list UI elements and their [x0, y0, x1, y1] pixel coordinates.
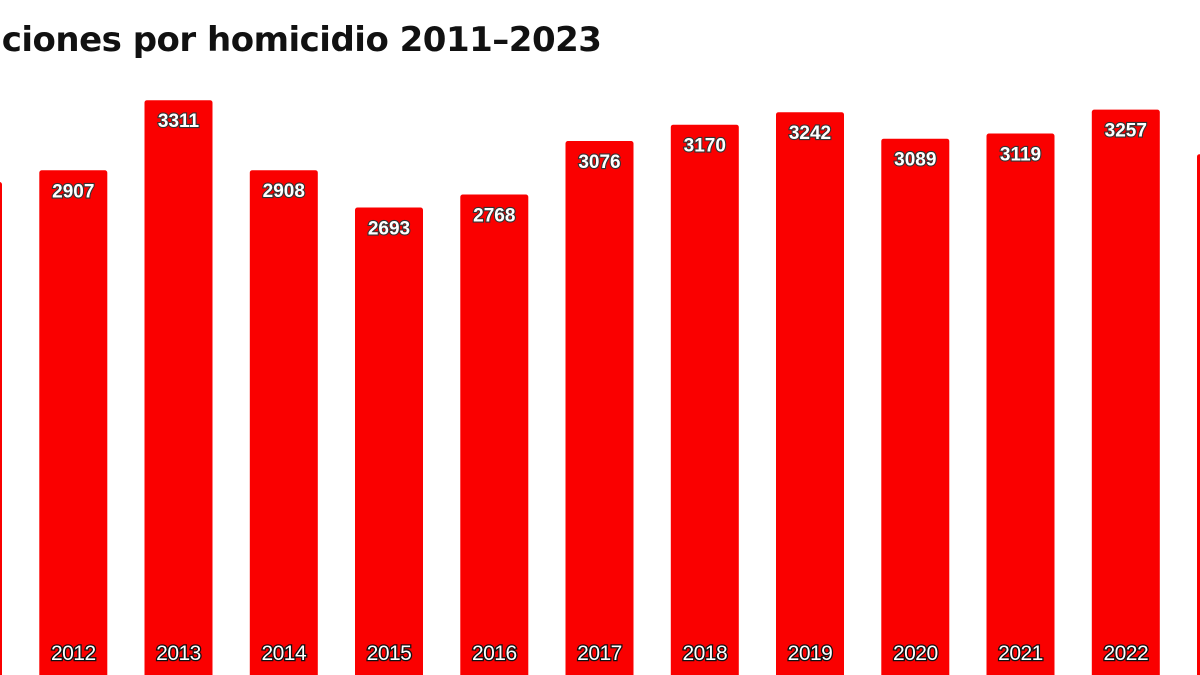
value-label-2022: 3257 [1105, 121, 1147, 142]
year-label-2019: 2019 [788, 642, 833, 665]
bar-2013 [144, 100, 213, 675]
value-label-2019: 3242 [789, 123, 831, 144]
year-label-2021: 2021 [998, 642, 1043, 665]
year-label-2013: 2013 [156, 642, 201, 665]
value-label-2021: 3119 [1000, 145, 1041, 166]
chart-title: nciones por homicidio 2011–2023 [0, 20, 602, 60]
year-label-2015: 2015 [367, 642, 412, 665]
bar-2023 [1197, 154, 1200, 675]
value-label-2014: 2908 [263, 181, 305, 202]
bar-2015 [355, 207, 423, 675]
value-label-2012: 2907 [52, 181, 94, 202]
bar-2021 [986, 133, 1055, 675]
bar-2016 [460, 194, 529, 675]
bar-2014 [249, 170, 318, 675]
year-label-2017: 2017 [577, 642, 622, 665]
year-label-2016: 2016 [472, 642, 517, 665]
bar-2011 [0, 182, 2, 675]
value-label-2018: 3170 [684, 136, 726, 157]
year-label-2020: 2020 [893, 642, 938, 665]
year-label-2012: 2012 [51, 642, 96, 665]
value-label-2020: 3089 [894, 150, 936, 171]
bar-2020 [881, 138, 950, 675]
year-label-2022: 2022 [1103, 642, 1148, 665]
bar-2018 [670, 124, 739, 675]
value-label-2013: 3311 [158, 111, 200, 132]
value-label-2016: 2768 [473, 206, 515, 227]
value-label-2017: 3076 [578, 152, 620, 173]
year-label-2014: 2014 [261, 642, 307, 665]
year-label-2018: 2018 [682, 642, 727, 665]
value-label-2015: 2693 [368, 219, 410, 240]
bar-2019 [776, 112, 844, 675]
bar-2022 [1091, 109, 1160, 675]
bar-2017 [565, 141, 634, 675]
bar-2012 [39, 170, 108, 675]
